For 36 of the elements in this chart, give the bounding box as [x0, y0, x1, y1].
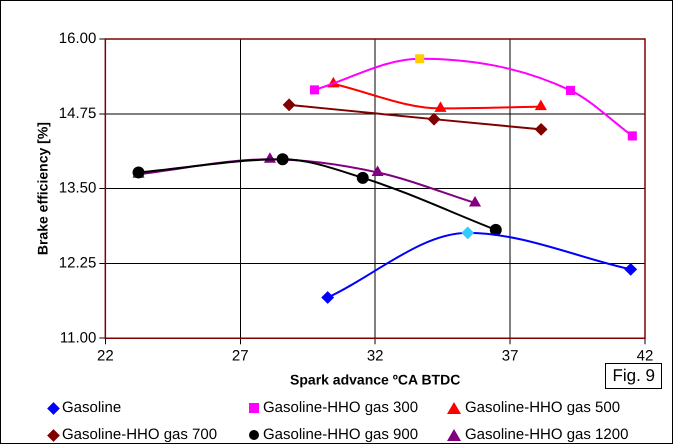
- legend-label: Gasoline-HHO gas 500: [465, 399, 620, 416]
- y-tick-label: 16.00: [58, 30, 96, 48]
- y-tick-label: 12.25: [58, 254, 96, 272]
- point: [624, 263, 637, 276]
- point: [435, 102, 446, 112]
- x-tick-label: 27: [232, 347, 249, 364]
- point: [535, 123, 548, 136]
- legend-label: Gasoline-HHO gas 300: [263, 399, 418, 416]
- point: [310, 85, 319, 94]
- point: [536, 100, 546, 110]
- point: [322, 292, 334, 304]
- point: [283, 98, 296, 111]
- point: [566, 86, 576, 95]
- y-axis-title: Brake efficiency [%]: [34, 122, 50, 256]
- point: [428, 113, 440, 126]
- y-tick-label: 14.75: [58, 104, 96, 122]
- point: [372, 166, 383, 176]
- x-tick-label: 42: [636, 347, 654, 364]
- point: [628, 131, 637, 140]
- point: [470, 196, 480, 206]
- point: [415, 54, 424, 64]
- legend-label: Gasoline-HHO gas 700: [62, 426, 218, 443]
- legend-label: Gasoline-HHO gas 1200: [465, 426, 628, 443]
- legend-label: Gasoline-HHO gas 900: [263, 426, 418, 443]
- y-tick-label: 13.50: [58, 180, 96, 197]
- point: [490, 224, 502, 236]
- y-tick-label: 11.00: [60, 329, 96, 346]
- point: [356, 172, 369, 184]
- x-tick-label: 37: [502, 347, 518, 364]
- point: [462, 226, 474, 239]
- x-tick-label: 32: [366, 347, 384, 364]
- legend-label: Gasoline: [62, 399, 122, 416]
- caption: Fig. 9: [605, 363, 662, 389]
- point: [276, 153, 289, 166]
- x-axis-title: Spark advance ºCA BTDC: [290, 371, 460, 388]
- x-tick-label: 22: [96, 347, 114, 364]
